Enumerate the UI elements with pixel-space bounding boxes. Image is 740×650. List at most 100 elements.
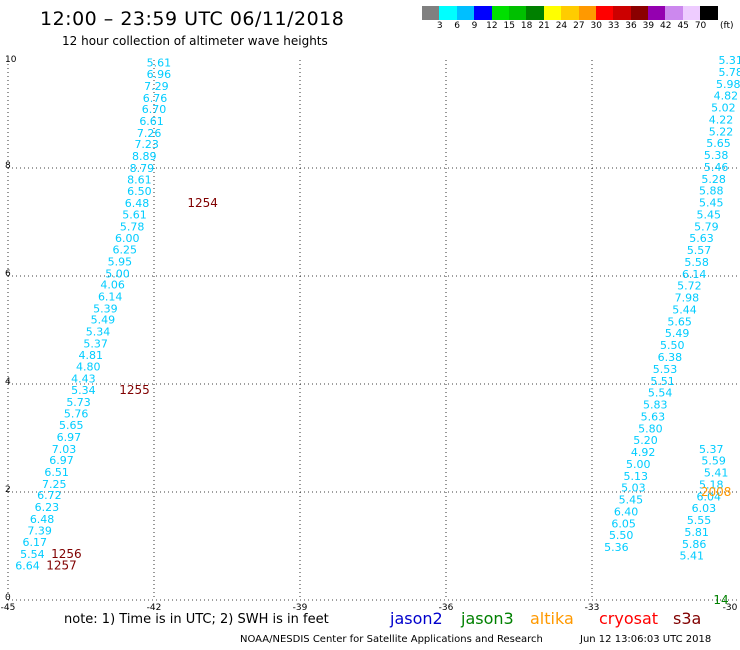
legend-label: 12 <box>486 21 498 31</box>
wave-height-label: 5.61 <box>147 57 172 70</box>
wave-height-label: 6.64 <box>15 559 40 572</box>
wave-height-label: 5.63 <box>641 410 666 423</box>
wave-height-label: 5.63 <box>689 232 714 245</box>
legend-label: 33 <box>607 21 620 31</box>
legend-swatch-9: 30 <box>578 6 602 31</box>
legend-color-box <box>613 6 631 20</box>
legend-label: 24 <box>555 21 568 31</box>
wave-height-label: 6.51 <box>44 466 69 479</box>
legend-swatch-1: 6 <box>439 6 460 31</box>
legend-swatch-10: 33 <box>595 6 619 31</box>
wave-height-label: 5.55 <box>687 514 712 527</box>
wave-height-label: 5.95 <box>108 255 133 268</box>
wave-height-label: 6.76 <box>143 92 168 105</box>
wave-height-label: 5.34 <box>71 384 96 397</box>
wave-height-label: 5.37 <box>699 443 724 456</box>
wave-height-label: 5.50 <box>609 529 634 542</box>
legend-label: 36 <box>625 21 637 31</box>
legend-color-box <box>578 6 596 20</box>
wave-height-label: 5.20 <box>633 434 658 447</box>
legend-label: 3 <box>436 21 443 31</box>
wave-height-label: 6.00 <box>115 232 140 245</box>
legend-swatch-11: 36 <box>613 6 637 31</box>
wave-height-label: 5.31 <box>718 54 740 67</box>
wave-height-label: 6.14 <box>98 291 123 304</box>
y-tick-label: 10 <box>5 55 17 65</box>
wave-height-label: 6.05 <box>611 517 636 530</box>
wave-height-label: 4.92 <box>631 446 656 459</box>
wave-height-label: 5.44 <box>672 303 697 316</box>
wave-height-label: 5.51 <box>650 375 675 388</box>
wave-height-label: 5.78 <box>120 220 145 233</box>
x-tick-label: -30 <box>723 603 738 613</box>
wave-height-label: 4.82 <box>714 90 739 103</box>
legend-swatch-6: 21 <box>526 6 550 31</box>
wave-height-label: 5.45 <box>697 208 722 221</box>
x-tick-label: -39 <box>293 603 308 613</box>
wave-height-label: 5.83 <box>643 399 668 412</box>
wave-height-label: 5.49 <box>665 327 690 340</box>
wave-height-label: 5.61 <box>122 208 147 221</box>
legend-color-box <box>543 6 562 20</box>
legend-color-box <box>648 6 666 20</box>
wave-height-label: 6.23 <box>35 501 60 514</box>
legend-swatch-14: 45 <box>665 6 689 31</box>
y-tick-label: 4 <box>5 377 11 387</box>
x-tick-label: -45 <box>1 603 16 613</box>
legend-label: 27 <box>573 21 585 31</box>
legend-swatch-0: 3 <box>422 6 443 31</box>
wave-height-label: 4.06 <box>100 279 125 292</box>
satellite-jason2-label: jason2 <box>390 609 443 628</box>
satellite-cryosat-label: cryosat <box>599 609 659 628</box>
wave-height-label: 4.22 <box>709 113 734 126</box>
wave-height-label: 5.41 <box>704 467 729 480</box>
wave-height-label: 6.38 <box>658 351 683 364</box>
wave-height-label: 4.81 <box>78 349 103 362</box>
legend-color-box <box>422 6 440 20</box>
wave-height-label: 5.79 <box>694 220 719 233</box>
legend-swatch-16 <box>700 6 718 20</box>
legend-color-box <box>665 6 683 20</box>
wave-height-label: 5.80 <box>638 422 663 435</box>
legend-swatch-3: 12 <box>474 6 498 31</box>
wave-height-label: 6.25 <box>113 244 138 257</box>
wave-height-label: 5.39 <box>93 302 118 315</box>
wave-height-label: 5.65 <box>706 137 731 150</box>
wave-height-label: 5.72 <box>677 280 702 293</box>
wave-height-label: 5.65 <box>59 419 84 432</box>
wave-height-label: 7.98 <box>675 292 700 305</box>
legend-swatch-15: 70 <box>682 6 706 31</box>
legend-swatch-8: 27 <box>561 6 585 31</box>
color-legend: 3 6 9 12 15 18 21 24 27 30 33 36 39 42 45 70 <box>422 6 718 31</box>
wave-height-label: 5.00 <box>105 267 130 280</box>
wave-height-label: 6.96 <box>147 68 172 81</box>
wave-height-label: 8.89 <box>132 150 157 163</box>
y-tick-label: 0 <box>5 593 11 603</box>
legend-label: 18 <box>520 21 533 31</box>
legend-unit: (ft) <box>720 21 734 31</box>
wave-height-label: 5.58 <box>684 256 709 269</box>
wave-height-label: 4.80 <box>76 361 101 374</box>
wave-height-label: 5.18 <box>699 478 724 491</box>
wave-height-label: 6.14 <box>682 268 707 281</box>
wave-height-label: 6.97 <box>57 431 82 444</box>
wave-height-label: 6.97 <box>49 454 74 467</box>
footer-note: note: 1) Time is in UTC; 2) SWH is in fe… <box>64 612 329 627</box>
page-subtitle: 12 hour collection of altimeter wave hei… <box>62 34 328 48</box>
wave-height-label: 5.13 <box>624 470 649 483</box>
wave-height-label: 6.40 <box>614 505 639 518</box>
wave-height-label: 5.65 <box>667 315 692 328</box>
wave-height-label: 5.22 <box>709 125 734 138</box>
legend-label: 45 <box>677 21 689 31</box>
wave-height-label: 6.61 <box>139 115 164 128</box>
wave-height-label: 6.04 <box>697 490 722 503</box>
legend-color-box <box>630 6 649 20</box>
y-tick-label: 2 <box>5 485 11 495</box>
wave-height-label: 8.79 <box>130 162 155 175</box>
y-tick-label: 8 <box>5 161 11 171</box>
legend-color-box <box>682 6 701 20</box>
map-grid <box>7 60 738 601</box>
wave-height-label: 7.39 <box>27 524 52 537</box>
legend-color-box <box>700 6 718 20</box>
